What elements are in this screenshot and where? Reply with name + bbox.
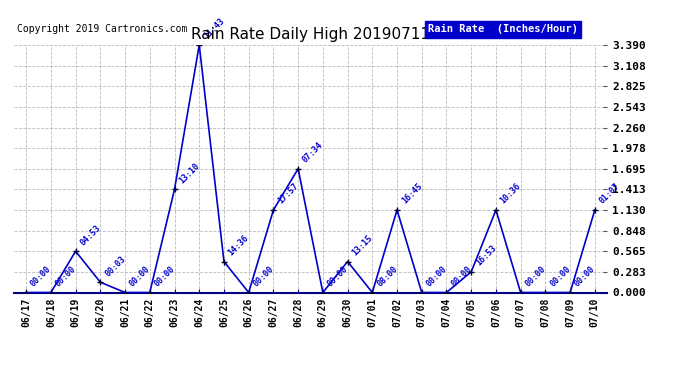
- Text: 00:00: 00:00: [548, 264, 572, 288]
- Text: 16:45: 16:45: [400, 182, 424, 206]
- Text: 13:15: 13:15: [351, 233, 375, 257]
- Text: 00:00: 00:00: [128, 264, 152, 288]
- Text: 00:00: 00:00: [251, 264, 275, 288]
- Text: 00:00: 00:00: [573, 264, 597, 288]
- Text: 00:00: 00:00: [326, 264, 350, 288]
- Text: 17:57: 17:57: [276, 182, 300, 206]
- Text: 11:43: 11:43: [202, 17, 226, 41]
- Text: 00:00: 00:00: [524, 264, 547, 288]
- Text: 00:00: 00:00: [424, 264, 448, 288]
- Text: 13:10: 13:10: [177, 161, 201, 185]
- Text: Copyright 2019 Cartronics.com: Copyright 2019 Cartronics.com: [17, 24, 188, 34]
- Text: 10:36: 10:36: [499, 182, 523, 206]
- Text: 00:03: 00:03: [103, 254, 127, 278]
- Text: 00:00: 00:00: [54, 264, 78, 288]
- Text: 16:53: 16:53: [474, 244, 498, 268]
- Text: 00:00: 00:00: [29, 264, 53, 288]
- Text: 07:34: 07:34: [301, 141, 325, 165]
- Text: 14:36: 14:36: [227, 233, 250, 257]
- Text: 04:53: 04:53: [79, 223, 102, 247]
- Text: Rain Rate  (Inches/Hour): Rain Rate (Inches/Hour): [428, 24, 578, 34]
- Text: 08:00: 08:00: [375, 264, 399, 288]
- Text: 00:00: 00:00: [449, 264, 473, 288]
- Text: 01:07: 01:07: [598, 182, 622, 206]
- Title: Rain Rate Daily High 20190711: Rain Rate Daily High 20190711: [191, 27, 430, 42]
- Text: 00:00: 00:00: [152, 264, 177, 288]
